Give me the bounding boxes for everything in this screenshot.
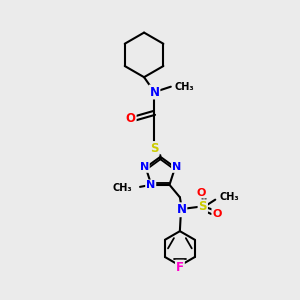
Text: N: N <box>172 162 181 172</box>
Text: N: N <box>149 85 160 98</box>
Text: O: O <box>196 188 206 197</box>
Text: S: S <box>199 200 207 213</box>
Text: CH₃: CH₃ <box>112 183 132 194</box>
Text: N: N <box>140 162 149 172</box>
Text: N: N <box>146 180 155 190</box>
Text: S: S <box>150 142 159 155</box>
Text: O: O <box>212 208 222 219</box>
Text: F: F <box>176 261 184 274</box>
Text: CH₃: CH₃ <box>219 192 239 202</box>
Text: N: N <box>176 203 186 216</box>
Text: O: O <box>126 112 136 125</box>
Text: CH₃: CH₃ <box>174 82 194 92</box>
